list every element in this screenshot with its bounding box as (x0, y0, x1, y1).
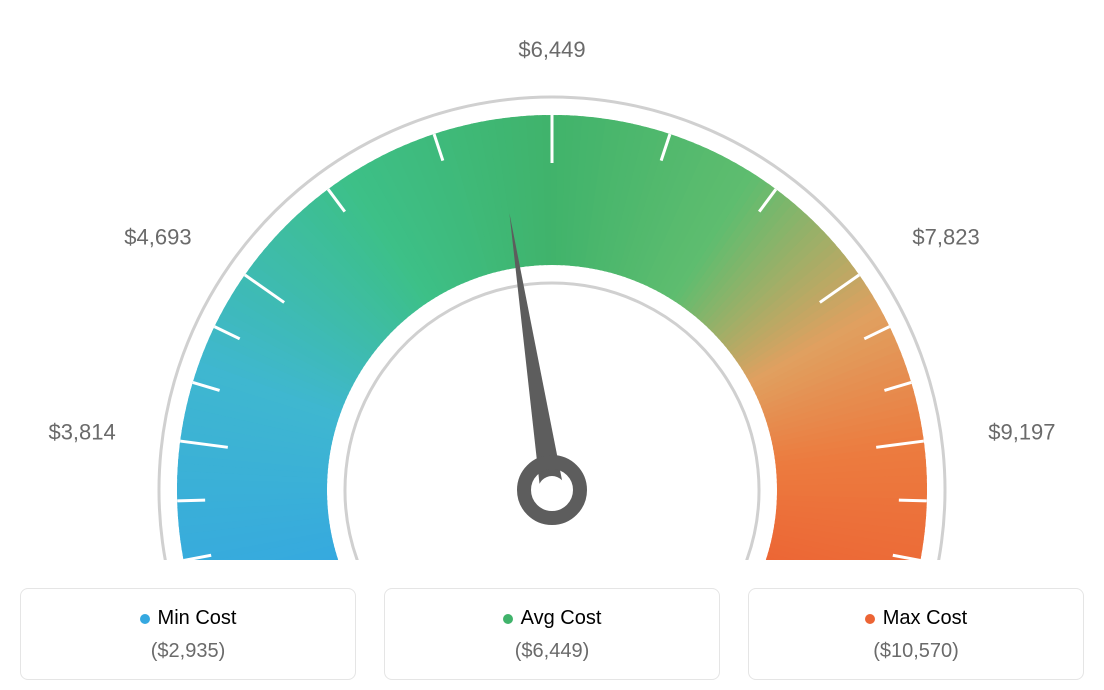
legend-card-max: Max Cost ($10,570) (748, 588, 1084, 680)
dot-icon (140, 614, 150, 624)
gauge-tick-label: $3,814 (48, 420, 115, 445)
gauge-tick-label: $9,197 (988, 420, 1055, 445)
gauge-tick-label: $4,693 (124, 225, 191, 250)
legend-row: Min Cost ($2,935) Avg Cost ($6,449) Max … (20, 588, 1084, 680)
legend-card-min: Min Cost ($2,935) (20, 588, 356, 680)
gauge-svg: $2,935$3,814$4,693$6,449$7,823$9,197$10,… (20, 20, 1084, 560)
legend-value-min: ($2,935) (21, 640, 355, 663)
legend-title-avg: Avg Cost (503, 607, 602, 630)
dot-icon (503, 614, 513, 624)
legend-title-text: Avg Cost (521, 607, 602, 630)
cost-gauge-chart: $2,935$3,814$4,693$6,449$7,823$9,197$10,… (20, 20, 1084, 680)
legend-title-min: Min Cost (140, 607, 237, 630)
legend-title-max: Max Cost (865, 607, 967, 630)
legend-title-text: Min Cost (158, 607, 237, 630)
legend-card-avg: Avg Cost ($6,449) (384, 588, 720, 680)
gauge-area: $2,935$3,814$4,693$6,449$7,823$9,197$10,… (20, 20, 1084, 560)
legend-value-max: ($10,570) (749, 640, 1083, 663)
gauge-tick-label: $6,449 (518, 37, 585, 62)
legend-value-avg: ($6,449) (385, 640, 719, 663)
legend-title-text: Max Cost (883, 607, 967, 630)
gauge-needle-hub-inner (538, 476, 566, 504)
gauge-tick-label: $7,823 (912, 225, 979, 250)
dot-icon (865, 614, 875, 624)
